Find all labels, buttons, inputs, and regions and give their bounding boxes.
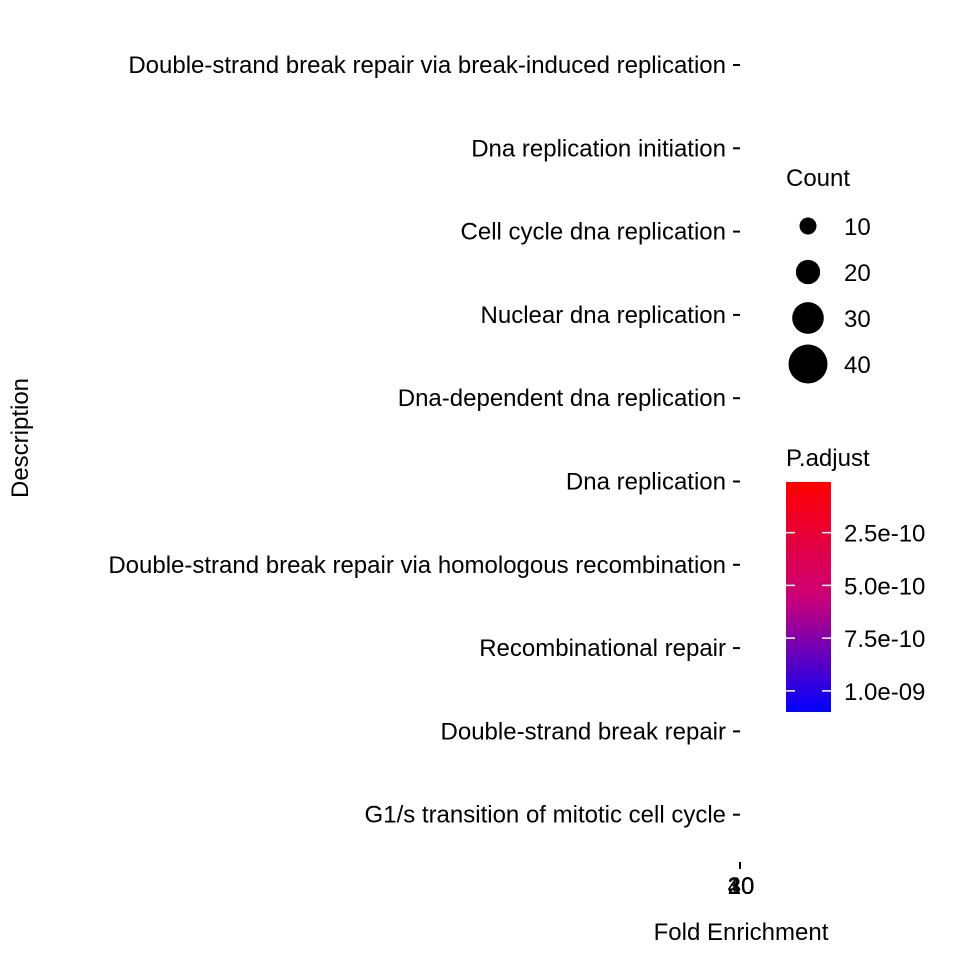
count-legend-title: Count [786, 165, 850, 192]
y-tick-label: Double-strand break repair [441, 718, 726, 745]
p-adjust-legend-label: 2.5e-10 [844, 521, 925, 548]
y-tick-label: Cell cycle dna replication [461, 219, 726, 246]
x-tick-label: 20 [728, 873, 755, 900]
count-legend-label: 30 [844, 306, 871, 333]
x-tick-label: 10 [728, 873, 755, 900]
p-adjust-legend-title: P.adjust [786, 445, 870, 472]
y-axis-title: Description [7, 378, 34, 498]
y-tick-label: Double-strand break repair via break-ind… [128, 52, 726, 79]
count-legend-key [799, 217, 817, 235]
x-axis-title: Fold Enrichment [654, 919, 829, 946]
count-legend-key [792, 302, 824, 334]
p-adjust-legend-label: 5.0e-10 [844, 573, 925, 600]
count-legend-label: 40 [844, 352, 871, 379]
count-legend-label: 20 [844, 260, 871, 287]
x-tick-label: 30 [728, 873, 755, 900]
count-legend-key [795, 259, 821, 285]
count-legend: Count 10 20 30 40 [786, 165, 871, 384]
p-adjust-legend-label: 7.5e-10 [844, 626, 925, 653]
y-tick-label: G1/s transition of mitotic cell cycle [365, 802, 726, 829]
p-adjust-legend-label: 1.0e-09 [844, 679, 925, 706]
y-tick-label: Double-strand break repair via homologou… [108, 552, 726, 579]
y-tick-label: Dna replication initiation [471, 135, 726, 162]
y-tick-label: Dna-dependent dna replication [398, 385, 726, 412]
count-legend-key [788, 344, 828, 384]
p-adjust-colorbar [786, 482, 831, 712]
x-tick-label: 40 [728, 873, 755, 900]
p-adjust-legend: P.adjust 2.5e-10 5.0e-10 7.5e-10 1.0e-09 [786, 445, 925, 712]
y-tick-label: Nuclear dna replication [481, 302, 726, 329]
count-legend-label: 10 [844, 214, 871, 241]
y-tick-label: Recombinational repair [479, 635, 726, 662]
y-tick-label: Dna replication [566, 469, 726, 496]
y-axis: Double-strand break repair via break-ind… [108, 52, 740, 829]
